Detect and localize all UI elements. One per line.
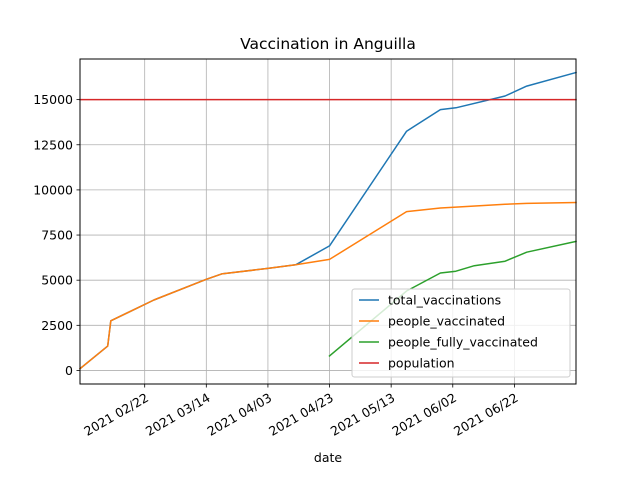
x-axis-label: date — [314, 450, 342, 465]
legend: total_vaccinations people_vaccinatedpeopl… — [351, 288, 571, 378]
y-tick-label: 15000 — [33, 92, 73, 107]
y-tick-label: 0 — [65, 363, 73, 378]
y-tick-label: 7500 — [41, 228, 73, 243]
y-tick-label: 5000 — [41, 273, 73, 288]
series-lines — [78, 71, 577, 370]
legend-label-total-vaccinations: total_vaccinations — [388, 293, 501, 308]
series-line-people-vaccinated — [78, 201, 577, 370]
series-line-people-fully-vaccinated — [328, 240, 577, 358]
y-tick-label: 10000 — [33, 182, 73, 197]
y-tick-label: 12500 — [33, 137, 73, 152]
y-tick-label: 2500 — [41, 318, 73, 333]
legend-label-people-vaccinated: people_vaccinated — [388, 314, 505, 329]
chart-title: Vaccination in Anguilla — [240, 35, 416, 53]
legend-label-population: population — [388, 356, 455, 371]
plot-frame — [79, 58, 577, 385]
legend-label-people-fully-vaccinated: people_fully_vaccinated — [388, 335, 538, 350]
legend-box — [351, 288, 571, 378]
